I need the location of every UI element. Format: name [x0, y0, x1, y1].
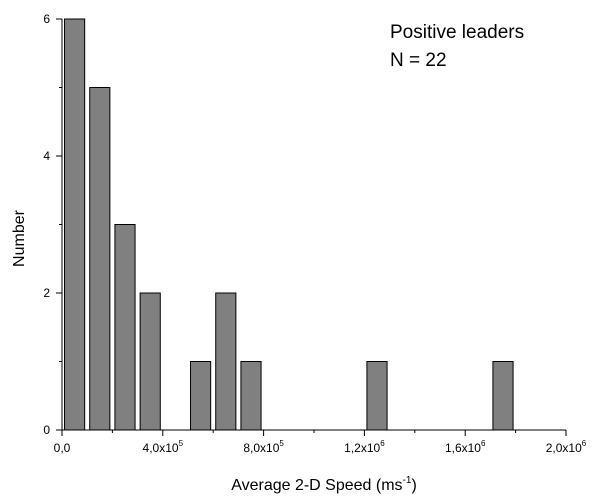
y-tick-label: 6: [43, 12, 50, 26]
y-axis-title: Number: [11, 209, 28, 267]
histogram-bar: [240, 361, 262, 431]
annotation-series-label: Positive leaders: [390, 22, 524, 43]
histogram-bar: [89, 87, 111, 431]
axes-group: [61, 19, 566, 431]
histogram-bar: [366, 361, 388, 431]
x-axis-title: Average 2-D Speed (ms-1): [231, 475, 417, 494]
x-tick-label-exponent: 6: [380, 439, 385, 448]
x-tick-label: 2,0x106: [546, 439, 587, 455]
histogram-bar: [492, 361, 514, 431]
x-tick-label-base: 4,0x10: [143, 441, 179, 455]
y-ticks-group: 0 2 4 6: [43, 12, 62, 437]
x-axis-title-close: ): [411, 477, 416, 494]
x-tick-label-base: 0,0: [54, 441, 71, 455]
x-tick-label: 4,0x105: [143, 439, 184, 455]
histogram-bar: [139, 292, 161, 431]
x-tick-label-exponent: 6: [582, 439, 587, 448]
y-tick-label: 0: [43, 423, 50, 437]
histogram-bar: [190, 361, 212, 431]
histogram-bar: [114, 224, 136, 431]
x-axis-title-exponent: -1: [403, 475, 412, 486]
x-axis-title-main: Average 2-D Speed (ms: [231, 477, 402, 494]
x-tick-label: 1,2x106: [344, 439, 385, 455]
x-tick-label-base: 1,2x10: [344, 441, 380, 455]
x-ticks-group: 0,0 4,0x105 8,0x105 1,2x106 1,6x106 2,0x106: [54, 430, 587, 455]
histogram-bar: [215, 292, 237, 431]
x-tick-label: 1,6x106: [445, 439, 486, 455]
y-tick-label: 2: [43, 286, 50, 300]
x-tick-label-exponent: 6: [481, 439, 486, 448]
x-tick-label-exponent: 5: [279, 439, 284, 448]
annotation-sample-count: N = 22: [390, 50, 447, 71]
x-tick-label-base: 8,0x10: [243, 441, 279, 455]
x-tick-label: 0,0: [54, 441, 71, 455]
y-tick-label: 4: [43, 149, 50, 163]
histogram-bar: [64, 18, 86, 431]
x-tick-label-exponent: 5: [179, 439, 184, 448]
x-tick-label-base: 1,6x10: [445, 441, 481, 455]
x-tick-label-base: 2,0x10: [546, 441, 582, 455]
bars-group: [64, 18, 514, 431]
x-tick-label: 8,0x105: [243, 439, 284, 455]
